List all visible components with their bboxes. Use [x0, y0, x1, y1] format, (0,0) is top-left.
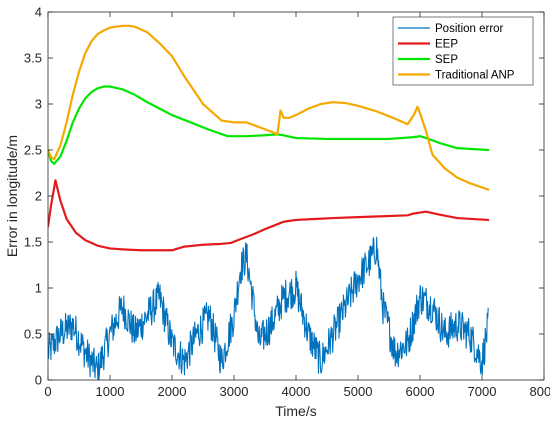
y-tick-label: 2.5: [24, 143, 42, 158]
legend: Position error EEP SEP Traditional ANP: [392, 16, 534, 86]
legend-label: Traditional ANP: [435, 70, 515, 82]
y-tick-label: 1: [35, 281, 42, 296]
y-tick-label: 0: [35, 373, 42, 388]
legend-label: SEP: [435, 54, 458, 66]
series-line-0: [48, 236, 489, 380]
legend-label: Position error: [435, 23, 504, 35]
y-tick-label: 0.5: [24, 327, 42, 342]
y-tick-label: 4: [35, 5, 42, 20]
legend-label: EEP: [435, 39, 458, 51]
series-line-1: [48, 179, 490, 252]
x-tick-label: 6000: [406, 384, 435, 399]
y-tick-label: 3: [35, 97, 42, 112]
x-tick-label: 7000: [468, 384, 497, 399]
series-line-2: [48, 85, 490, 165]
x-tick-label: 1000: [96, 384, 125, 399]
x-tick-label: 5000: [344, 384, 373, 399]
x-axis-label: Time/s: [275, 403, 316, 419]
y-tick-label: 2: [35, 189, 42, 204]
y-tick-label: 3.5: [24, 51, 42, 66]
y-axis-label: Error in longitude/m: [4, 135, 20, 257]
series-line-3: [48, 24, 490, 191]
x-tick-label: 4000: [282, 384, 311, 399]
plot-area: [48, 24, 490, 380]
x-tick-label: 3000: [220, 384, 249, 399]
x-tick-label: 2000: [158, 384, 187, 399]
y-tick-label: 1.5: [24, 235, 42, 250]
x-tick-label: 0: [44, 384, 51, 399]
